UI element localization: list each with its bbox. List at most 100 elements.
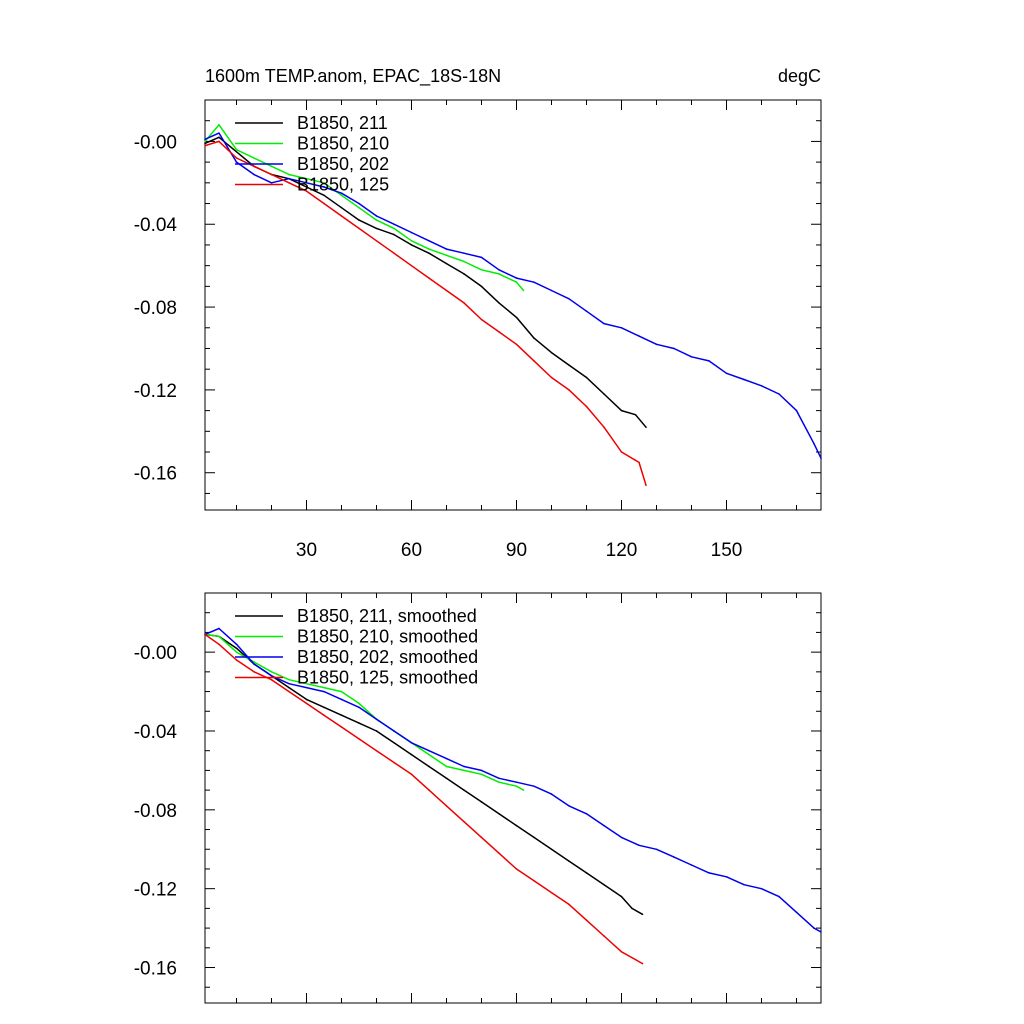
data-point xyxy=(218,627,220,630)
data-point xyxy=(358,227,360,230)
data-point xyxy=(305,698,308,701)
data-point xyxy=(498,777,500,780)
data-point xyxy=(340,215,343,217)
data-point xyxy=(204,140,206,143)
data-point xyxy=(463,260,465,263)
data-point xyxy=(253,165,255,168)
data-point xyxy=(550,289,553,292)
data-point xyxy=(620,451,623,453)
data-point xyxy=(634,413,637,416)
data-point xyxy=(204,142,206,145)
data-point xyxy=(820,457,822,460)
data-point xyxy=(305,177,308,180)
data-point xyxy=(673,347,675,350)
data-point xyxy=(743,883,745,886)
data-point xyxy=(550,351,553,354)
y-tick-label: -0.16 xyxy=(134,464,177,485)
data-point xyxy=(253,173,255,176)
data-point xyxy=(288,690,290,693)
data-point xyxy=(631,907,633,910)
data-point xyxy=(445,777,448,780)
data-point xyxy=(603,393,605,395)
data-point xyxy=(743,378,745,381)
data-point xyxy=(515,868,518,870)
y-tick-label: -0.00 xyxy=(134,132,177,153)
data-point xyxy=(655,343,658,346)
data-point xyxy=(218,140,220,143)
data-point xyxy=(638,335,640,337)
data-point xyxy=(645,426,647,428)
plot-frame xyxy=(204,592,822,1004)
data-point xyxy=(641,962,644,965)
data-point xyxy=(445,757,448,760)
data-point xyxy=(428,749,430,752)
data-point xyxy=(620,409,623,412)
legend-label: B1850, 202 xyxy=(297,154,389,174)
data-point xyxy=(358,202,360,205)
data-point xyxy=(253,663,255,665)
data-point xyxy=(550,848,553,851)
legend-label: B1850, 202, smoothed xyxy=(297,647,478,667)
y-tick-label: -0.04 xyxy=(134,722,178,743)
data-point xyxy=(515,281,518,284)
data-point xyxy=(393,223,395,226)
data-point xyxy=(585,919,588,922)
x-tick-label: 150 xyxy=(711,540,743,561)
data-point xyxy=(253,671,255,673)
chart-panel-1: 30 60 90 120 150 -0.00 -0.04 -0.08 -0.12 -0.16 160… xyxy=(134,66,822,561)
data-point xyxy=(708,360,710,362)
data-point xyxy=(428,753,430,756)
data-point xyxy=(218,132,220,134)
data-point xyxy=(603,426,605,428)
data-point xyxy=(445,262,448,265)
series-points-4 xyxy=(204,140,647,486)
data-point xyxy=(480,836,483,839)
data-point xyxy=(393,252,395,255)
data-point xyxy=(498,852,500,854)
data-point xyxy=(533,785,535,787)
data-point xyxy=(375,749,378,752)
data-point xyxy=(375,219,378,221)
data-point xyxy=(235,647,238,649)
data-point xyxy=(463,302,465,304)
data-point xyxy=(323,706,325,709)
data-point xyxy=(375,227,378,230)
data-point xyxy=(305,686,308,689)
data-point xyxy=(568,364,570,366)
data-point xyxy=(445,289,448,292)
data-point xyxy=(515,316,518,319)
data-point xyxy=(340,726,343,728)
data-point xyxy=(690,864,693,866)
data-point xyxy=(288,177,290,180)
data-point xyxy=(323,714,325,717)
data-point xyxy=(533,281,535,284)
data-point xyxy=(550,376,553,379)
data-point xyxy=(323,202,325,205)
data-point xyxy=(480,256,483,259)
data-point xyxy=(463,789,465,791)
data-point xyxy=(673,856,675,858)
x-tick-label: 120 xyxy=(606,540,638,561)
data-point xyxy=(533,337,535,339)
series-points-2 xyxy=(204,124,525,292)
legend-label: B1850, 211 xyxy=(297,113,388,133)
data-point xyxy=(620,836,623,839)
series-line-2 xyxy=(205,124,525,291)
data-point xyxy=(428,277,430,279)
data-point xyxy=(480,773,483,776)
data-point xyxy=(235,161,238,163)
y-tick-label: -0.08 xyxy=(134,298,177,319)
data-point xyxy=(428,248,430,250)
data-point xyxy=(375,730,378,732)
data-point xyxy=(522,289,525,292)
data-point xyxy=(305,182,308,184)
data-point xyxy=(235,150,238,153)
data-point xyxy=(463,769,465,772)
data-point xyxy=(638,844,640,847)
data-point xyxy=(463,820,465,823)
data-point xyxy=(253,157,255,159)
data-point xyxy=(813,927,815,929)
series-points-4 xyxy=(204,633,644,965)
